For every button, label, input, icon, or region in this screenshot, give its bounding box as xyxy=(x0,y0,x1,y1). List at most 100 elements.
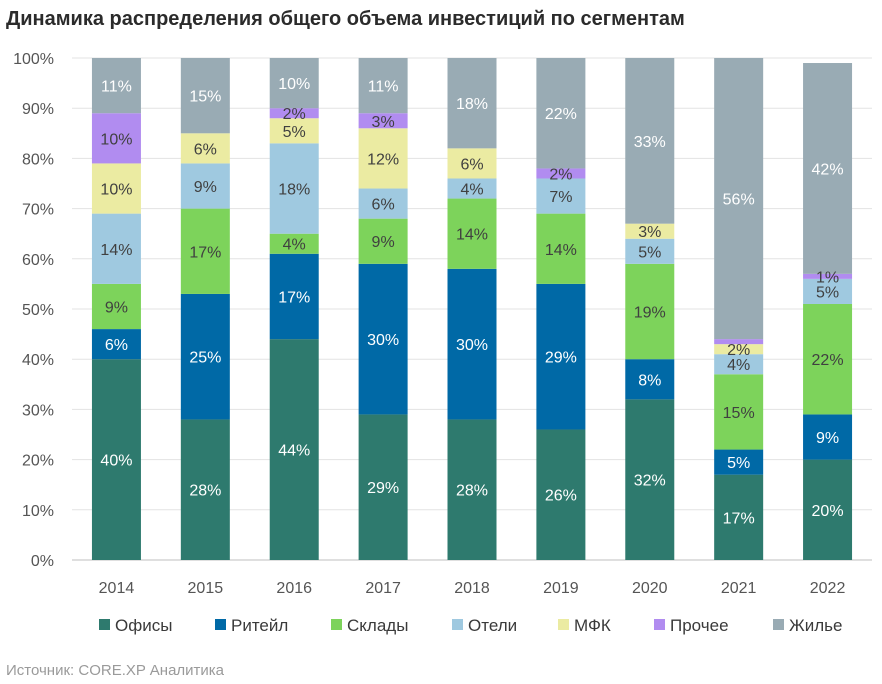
data-label: 30% xyxy=(456,337,488,354)
legend-swatch xyxy=(99,619,110,630)
bar-segment xyxy=(625,263,675,360)
y-tick-label: 0% xyxy=(31,553,54,570)
x-tick-label: 2019 xyxy=(543,580,579,597)
data-label: 26% xyxy=(545,488,577,505)
bar-segment xyxy=(536,429,586,560)
y-tick-label: 60% xyxy=(22,252,54,269)
bar-segment xyxy=(358,58,408,114)
bar-segment xyxy=(714,344,764,355)
data-label: 7% xyxy=(549,189,572,206)
legend-swatch xyxy=(215,619,226,630)
data-label: 2% xyxy=(727,342,750,359)
data-label: 9% xyxy=(372,234,395,251)
bar-segment xyxy=(714,374,764,450)
data-label: 5% xyxy=(816,284,839,301)
data-label: 3% xyxy=(372,114,395,131)
legend-swatch xyxy=(331,619,342,630)
data-label: 9% xyxy=(816,430,839,447)
bar-segment xyxy=(803,273,853,279)
data-label: 9% xyxy=(105,299,128,316)
bar-segment xyxy=(447,419,497,560)
legend-label: МФК xyxy=(574,616,611,635)
chart-title: Динамика распределения общего объема инв… xyxy=(6,8,685,30)
y-tick-label: 80% xyxy=(22,151,54,168)
data-label: 30% xyxy=(367,332,399,349)
bar-segment xyxy=(803,278,853,304)
bar-segment xyxy=(358,263,408,415)
bar-segment xyxy=(447,148,497,179)
bar-segment xyxy=(536,58,586,169)
bar-segment xyxy=(358,188,408,219)
bar-segment xyxy=(714,58,764,340)
bar-segment xyxy=(269,108,319,119)
x-tick-label: 2014 xyxy=(99,580,135,597)
data-label: 20% xyxy=(812,503,844,520)
data-label: 2% xyxy=(283,106,306,123)
bar-segment xyxy=(447,58,497,149)
legend-label: Жилье xyxy=(789,616,842,635)
data-label: 14% xyxy=(100,242,132,259)
data-label: 56% xyxy=(723,192,755,209)
x-axis-ticks: 2014 2015 2016 2017 2018 2019 2020 2021 2022 xyxy=(99,580,846,597)
bar-segment xyxy=(91,58,141,114)
legend-label: Склады xyxy=(347,616,408,635)
legend-label: Прочее xyxy=(670,616,729,635)
data-label: 10% xyxy=(100,182,132,199)
y-tick-label: 90% xyxy=(22,101,54,118)
data-label: 17% xyxy=(189,244,221,261)
data-label: 14% xyxy=(545,242,577,259)
bar-segment xyxy=(180,293,230,420)
data-label: 4% xyxy=(727,357,750,374)
bar-segment xyxy=(91,113,141,164)
data-label: 19% xyxy=(634,305,666,322)
y-tick-label: 100% xyxy=(13,51,54,68)
bar-segment xyxy=(269,58,319,109)
data-label: 28% xyxy=(456,483,488,500)
data-label: 18% xyxy=(456,96,488,113)
y-tick-label: 70% xyxy=(22,202,54,219)
data-label: 11% xyxy=(368,79,399,96)
bar-segment xyxy=(625,399,675,560)
data-labels: 40% 6% 9% 14% 10% 10% 11% 28% 25% 17% 9% 6% 15% 44% 17… xyxy=(100,76,843,527)
legend-label: Ритейл xyxy=(231,616,288,635)
data-label: 11% xyxy=(101,79,132,96)
data-label: 9% xyxy=(194,179,217,196)
bar-segment xyxy=(447,178,497,199)
bar-segment xyxy=(358,128,408,189)
bar-segment xyxy=(447,198,497,269)
data-label: 22% xyxy=(545,106,577,123)
source-note: Источник: CORE.XP Аналитика xyxy=(6,662,225,679)
data-label: 15% xyxy=(189,89,221,106)
x-tick-label: 2021 xyxy=(721,580,757,597)
x-tick-label: 2017 xyxy=(365,580,401,597)
bar-segment xyxy=(625,238,675,264)
data-label: 42% xyxy=(812,161,844,178)
bar-segment xyxy=(91,359,141,560)
bar-segment xyxy=(803,459,853,560)
data-label: 29% xyxy=(545,350,577,367)
bar-segment xyxy=(269,339,319,560)
bar-segment xyxy=(536,168,586,179)
bar-segment xyxy=(180,58,230,134)
data-label: 5% xyxy=(638,244,661,261)
data-label: 1% xyxy=(816,269,839,286)
bar-segment xyxy=(269,143,319,234)
data-label: 6% xyxy=(194,141,217,158)
y-tick-label: 10% xyxy=(22,503,54,520)
legend-swatch xyxy=(773,619,784,630)
data-label: 12% xyxy=(367,151,399,168)
bar-segment xyxy=(536,213,586,284)
x-tick-label: 2020 xyxy=(632,580,668,597)
y-axis-ticks: 0% 10% 20% 30% 40% 50% 60% 70% 80% 90% 100% xyxy=(13,51,54,570)
bar-segment xyxy=(625,223,675,239)
data-label: 10% xyxy=(100,131,132,148)
x-tick-label: 2016 xyxy=(276,580,312,597)
data-label: 4% xyxy=(283,237,306,254)
bar-segment xyxy=(180,133,230,164)
data-label: 29% xyxy=(367,480,399,497)
legend-swatch xyxy=(558,619,569,630)
bar-segment xyxy=(269,253,319,340)
bar-segment xyxy=(91,283,141,330)
legend-label: Отели xyxy=(468,616,517,635)
bar-segment xyxy=(180,163,230,209)
